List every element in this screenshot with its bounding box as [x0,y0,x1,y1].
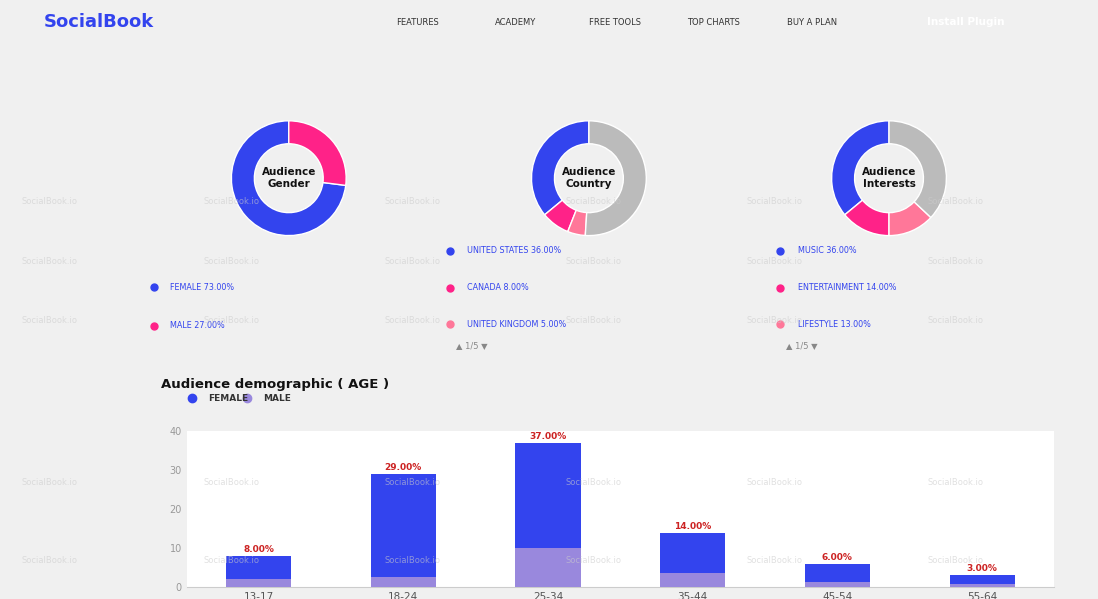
Text: FREE TOOLS: FREE TOOLS [589,18,641,27]
Text: SocialBook.io: SocialBook.io [384,196,440,205]
Text: SocialBook.io: SocialBook.io [928,196,984,205]
Text: 14.00%: 14.00% [674,522,712,531]
Text: SocialBook.io: SocialBook.io [203,556,259,565]
Text: Audience
Interests: Audience Interests [862,167,916,189]
Text: SocialBook.io: SocialBook.io [203,316,259,325]
Wedge shape [844,200,889,235]
Text: CANADA 8.00%: CANADA 8.00% [467,283,528,292]
Text: ▲ 1/5 ▼: ▲ 1/5 ▼ [786,341,818,350]
Text: SocialBook.io: SocialBook.io [747,478,803,487]
Text: SocialBook: SocialBook [44,13,154,32]
Bar [805,582,870,587]
Text: MALE 27.00%: MALE 27.00% [170,322,225,331]
Text: ACADEMY: ACADEMY [495,18,537,27]
Wedge shape [545,200,576,232]
Bar [515,443,581,548]
Text: SocialBook.io: SocialBook.io [22,196,78,205]
Wedge shape [889,202,931,235]
Text: FEMALE 73.00%: FEMALE 73.00% [170,283,234,292]
Text: UNITED KINGDOM 5.00%: UNITED KINGDOM 5.00% [467,320,565,329]
Text: SocialBook.io: SocialBook.io [565,478,621,487]
Bar [371,577,436,587]
Text: SocialBook.io: SocialBook.io [928,556,984,565]
Text: UNITED STATES 36.00%: UNITED STATES 36.00% [467,246,561,255]
Text: MUSIC 36.00%: MUSIC 36.00% [798,246,856,255]
Text: SocialBook.io: SocialBook.io [22,316,78,325]
Text: FEATURES: FEATURES [396,18,438,27]
Text: 29.00%: 29.00% [384,463,422,472]
Bar [805,564,870,582]
Wedge shape [289,121,346,186]
Bar [226,556,291,579]
Text: SocialBook.io: SocialBook.io [565,196,621,205]
Text: 8.00%: 8.00% [243,545,274,554]
Text: SocialBook.io: SocialBook.io [565,316,621,325]
Text: 6.00%: 6.00% [822,553,853,562]
Wedge shape [889,121,946,217]
Text: SocialBook.io: SocialBook.io [747,316,803,325]
Text: SocialBook.io: SocialBook.io [565,256,621,265]
Text: Audience
Gender: Audience Gender [261,167,316,189]
Text: SocialBook.io: SocialBook.io [384,316,440,325]
Text: ENTERTAINMENT 14.00%: ENTERTAINMENT 14.00% [798,283,897,292]
Bar [515,548,581,587]
Text: SocialBook.io: SocialBook.io [203,256,259,265]
Text: SocialBook.io: SocialBook.io [384,478,440,487]
Text: SocialBook.io: SocialBook.io [747,196,803,205]
Text: SocialBook.io: SocialBook.io [203,196,259,205]
Text: 37.00%: 37.00% [529,432,567,441]
Wedge shape [568,210,586,235]
Text: Install Plugin: Install Plugin [928,17,1005,28]
Text: SocialBook.io: SocialBook.io [384,256,440,265]
Text: SocialBook.io: SocialBook.io [928,316,984,325]
Bar [660,573,726,587]
Wedge shape [831,121,889,215]
Text: SocialBook.io: SocialBook.io [747,256,803,265]
Text: SocialBook.io: SocialBook.io [203,478,259,487]
Text: FEMALE: FEMALE [209,394,249,403]
Bar [950,575,1015,584]
Wedge shape [531,121,589,215]
Bar [660,533,726,573]
Text: SocialBook.io: SocialBook.io [747,556,803,565]
Text: SocialBook.io: SocialBook.io [22,556,78,565]
Text: Audience demographic ( AGE ): Audience demographic ( AGE ) [161,379,390,391]
Text: SocialBook.io: SocialBook.io [565,556,621,565]
Bar [371,474,436,577]
Bar [226,579,291,587]
Text: SocialBook.io: SocialBook.io [928,256,984,265]
Wedge shape [585,121,647,235]
Text: SocialBook.io: SocialBook.io [22,478,78,487]
Bar [950,584,1015,587]
Text: LIFESTYLE 13.00%: LIFESTYLE 13.00% [798,320,871,329]
Text: ▲ 1/5 ▼: ▲ 1/5 ▼ [456,341,488,350]
Text: TOP CHARTS: TOP CHARTS [687,18,740,27]
Text: 3.00%: 3.00% [966,564,998,573]
Wedge shape [232,121,346,235]
Text: SocialBook.io: SocialBook.io [22,256,78,265]
Text: Audience
Country: Audience Country [562,167,616,189]
Text: BUY A PLAN: BUY A PLAN [787,18,838,27]
Text: MALE: MALE [264,394,291,403]
Text: SocialBook.io: SocialBook.io [928,478,984,487]
Text: SocialBook.io: SocialBook.io [384,556,440,565]
